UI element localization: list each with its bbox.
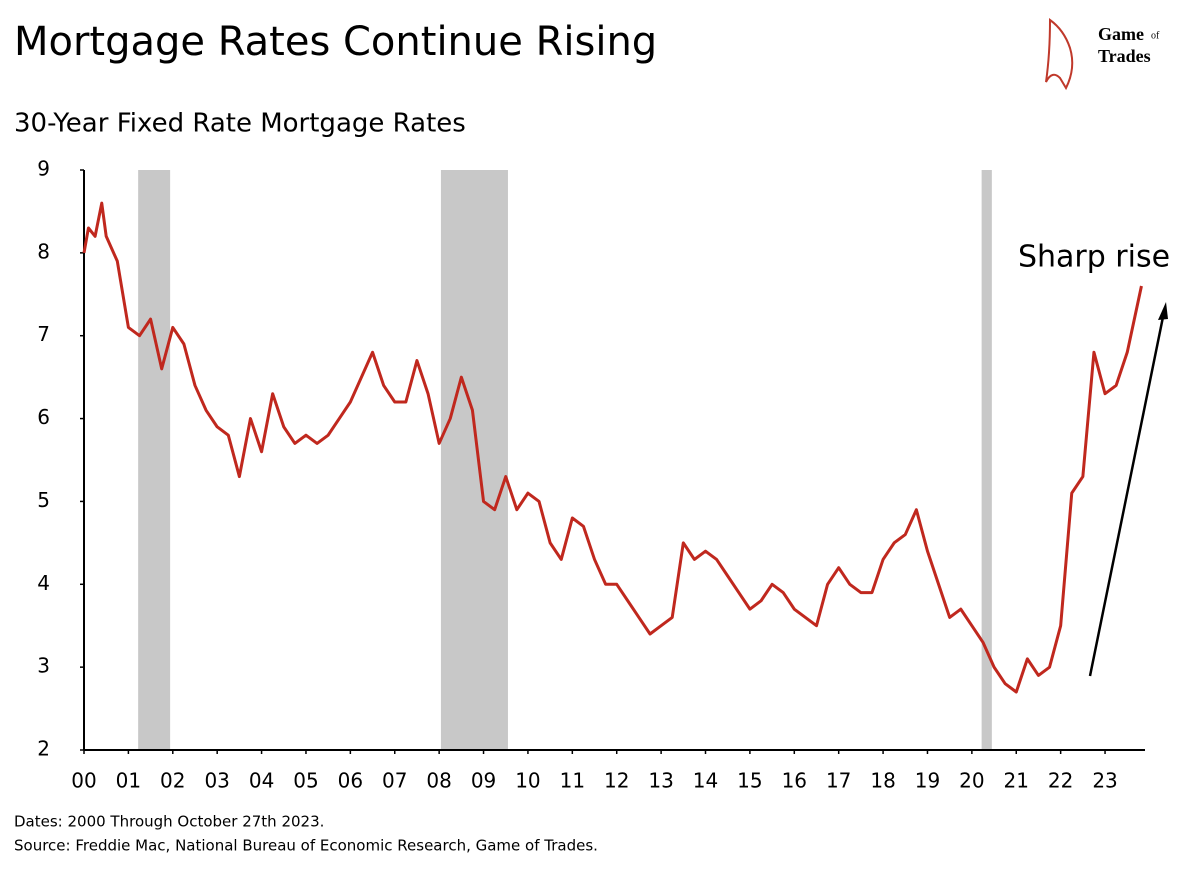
logo: Game of Trades [1045, 18, 1160, 91]
x-tick-label: 11 [560, 769, 585, 793]
x-tick-label: 00 [71, 769, 96, 793]
chart-title: Mortgage Rates Continue Rising [14, 19, 657, 65]
x-tick-label: 05 [293, 769, 318, 793]
x-tick-label: 14 [693, 769, 718, 793]
x-tick-label: 07 [382, 769, 407, 793]
x-tick-label: 10 [515, 769, 540, 793]
x-tick-label: 01 [116, 769, 141, 793]
annotation: Sharp rise [1018, 240, 1170, 275]
chart-subtitle: 30-Year Fixed Rate Mortgage Rates [14, 109, 466, 139]
line-series [82, 201, 1143, 694]
x-tick-label: 23 [1092, 769, 1117, 793]
x-tick-label: 08 [426, 769, 451, 793]
recession-band [981, 170, 992, 750]
y-tick-label: 7 [37, 322, 50, 346]
y-tick-label: 5 [37, 488, 50, 512]
x-tick-label: 03 [204, 769, 229, 793]
y-tick-label: 8 [37, 239, 50, 263]
y-tick-label: 6 [37, 405, 50, 429]
y-tick-label: 4 [37, 571, 50, 595]
recession-band [440, 170, 508, 750]
logo-text: of [1151, 30, 1160, 41]
recession-band [138, 170, 171, 750]
logo-text: Game [1098, 24, 1144, 44]
x-tick-label: 20 [959, 769, 984, 793]
x-tick-label: 18 [870, 769, 895, 793]
x-tick-label: 19 [915, 769, 940, 793]
x-tick-label: 16 [782, 769, 807, 793]
y-tick-label: 9 [37, 157, 50, 181]
x-tick-label: 22 [1048, 769, 1073, 793]
x-tick-label: 13 [648, 769, 673, 793]
y-tick-label: 2 [37, 737, 50, 761]
x-tick-label: 09 [471, 769, 496, 793]
logo-icon [1045, 18, 1074, 91]
x-tick-label: 17 [826, 769, 851, 793]
x-tick-label: 12 [604, 769, 629, 793]
footnote: Dates: 2000 Through October 27th 2023. [14, 813, 324, 831]
logo-text: Trades [1098, 46, 1151, 66]
footnote: Source: Freddie Mac, National Bureau of … [14, 837, 598, 855]
arrow [1088, 311, 1166, 677]
x-tick-label: 06 [338, 769, 363, 793]
x-tick-label: 02 [160, 769, 185, 793]
x-tick-label: 04 [249, 769, 274, 793]
arrow-head [1158, 302, 1168, 320]
x-tick-label: 15 [737, 769, 762, 793]
x-tick-label: 21 [1004, 769, 1029, 793]
y-tick-label: 3 [37, 654, 50, 678]
